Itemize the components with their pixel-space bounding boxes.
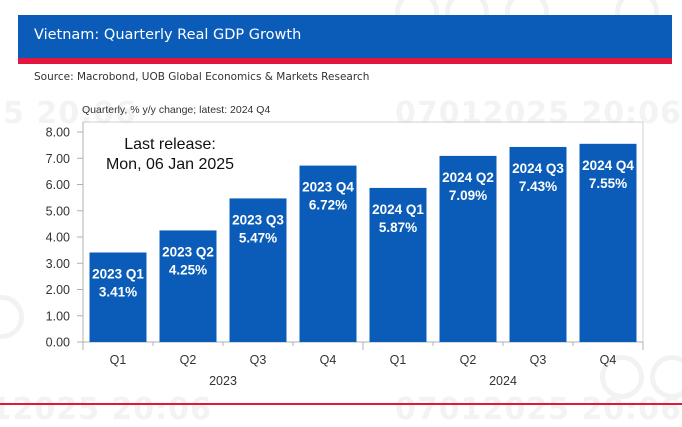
bar-data-label-value: 7.43% <box>519 179 557 194</box>
x-tick-label: Q1 <box>110 353 127 367</box>
chart-title: Vietnam: Quarterly Real GDP Growth <box>34 27 302 43</box>
bar-data-label-period: 2023 Q1 <box>92 266 144 281</box>
bar <box>89 252 147 342</box>
bar-data-label-value: 7.55% <box>589 176 627 191</box>
y-tick-label: 2.00 <box>46 283 70 297</box>
title-banner <box>18 15 672 58</box>
x-tick-label: Q2 <box>180 353 197 367</box>
bar-data-label-period: 2024 Q3 <box>512 161 564 176</box>
watermark-circle <box>650 355 682 399</box>
bar <box>159 230 217 342</box>
bar <box>579 143 637 342</box>
x-tick-label: Q4 <box>320 353 337 367</box>
bottom-divider <box>0 403 682 405</box>
y-tick-label: 7.00 <box>46 152 70 166</box>
watermark-circle <box>0 295 24 339</box>
bar-data-label-period: 2023 Q3 <box>232 212 284 227</box>
x-tick-label: Q3 <box>530 353 547 367</box>
y-tick-label: 6.00 <box>46 178 70 192</box>
bar-data-label-value: 6.72% <box>309 198 347 213</box>
x-group-label: 2023 <box>209 374 237 388</box>
bar-data-label-period: 2024 Q4 <box>582 158 634 173</box>
watermark-text: 07012025 20:06 <box>0 392 212 427</box>
bar-data-label-value: 3.41% <box>99 284 137 299</box>
y-tick-label: 5.00 <box>46 204 70 218</box>
bar <box>439 155 497 342</box>
watermark-circle <box>600 355 644 399</box>
bar <box>299 165 357 342</box>
y-tick-label: 8.00 <box>46 126 70 140</box>
bar <box>229 198 287 342</box>
bar-data-label-period: 2023 Q2 <box>162 244 214 259</box>
bar-data-label-period: 2024 Q2 <box>442 170 494 185</box>
bar-data-label-value: 5.47% <box>239 230 277 245</box>
x-tick-label: Q1 <box>390 353 407 367</box>
y-tick-label: 0.00 <box>46 336 70 350</box>
bar-data-label-period: 2023 Q4 <box>302 180 354 195</box>
watermark-text: 07012025 20:06 <box>395 96 682 131</box>
bar-data-label-value: 7.09% <box>449 188 487 203</box>
bar-data-label-period: 2024 Q1 <box>372 202 424 217</box>
watermark-text: 07012025 20:06 <box>0 96 137 131</box>
chart-subtitle: Quarterly, % y/y change; latest: 2024 Q4 <box>82 104 271 116</box>
bar <box>369 187 427 342</box>
annotation-line-1: Last release: <box>124 136 216 153</box>
annotation-line-2: Mon, 06 Jan 2025 <box>105 156 235 173</box>
watermark-text: 07012025 20:06 <box>395 392 682 427</box>
bar-data-label-value: 4.25% <box>169 262 207 277</box>
bar-data-label-value: 5.87% <box>379 220 417 235</box>
title-banner-stripe <box>18 58 672 64</box>
y-tick-label: 3.00 <box>46 257 70 271</box>
x-tick-label: Q2 <box>460 353 477 367</box>
x-group-label: 2024 <box>489 374 517 388</box>
y-tick-label: 1.00 <box>46 309 70 323</box>
y-tick-label: 4.00 <box>46 231 70 245</box>
last-release-annotation: Last release: Mon, 06 Jan 2025 <box>90 135 250 175</box>
source-note: Source: Macrobond, UOB Global Economics … <box>34 71 370 83</box>
x-tick-label: Q4 <box>600 353 617 367</box>
x-tick-label: Q3 <box>250 353 267 367</box>
bar <box>509 146 567 342</box>
